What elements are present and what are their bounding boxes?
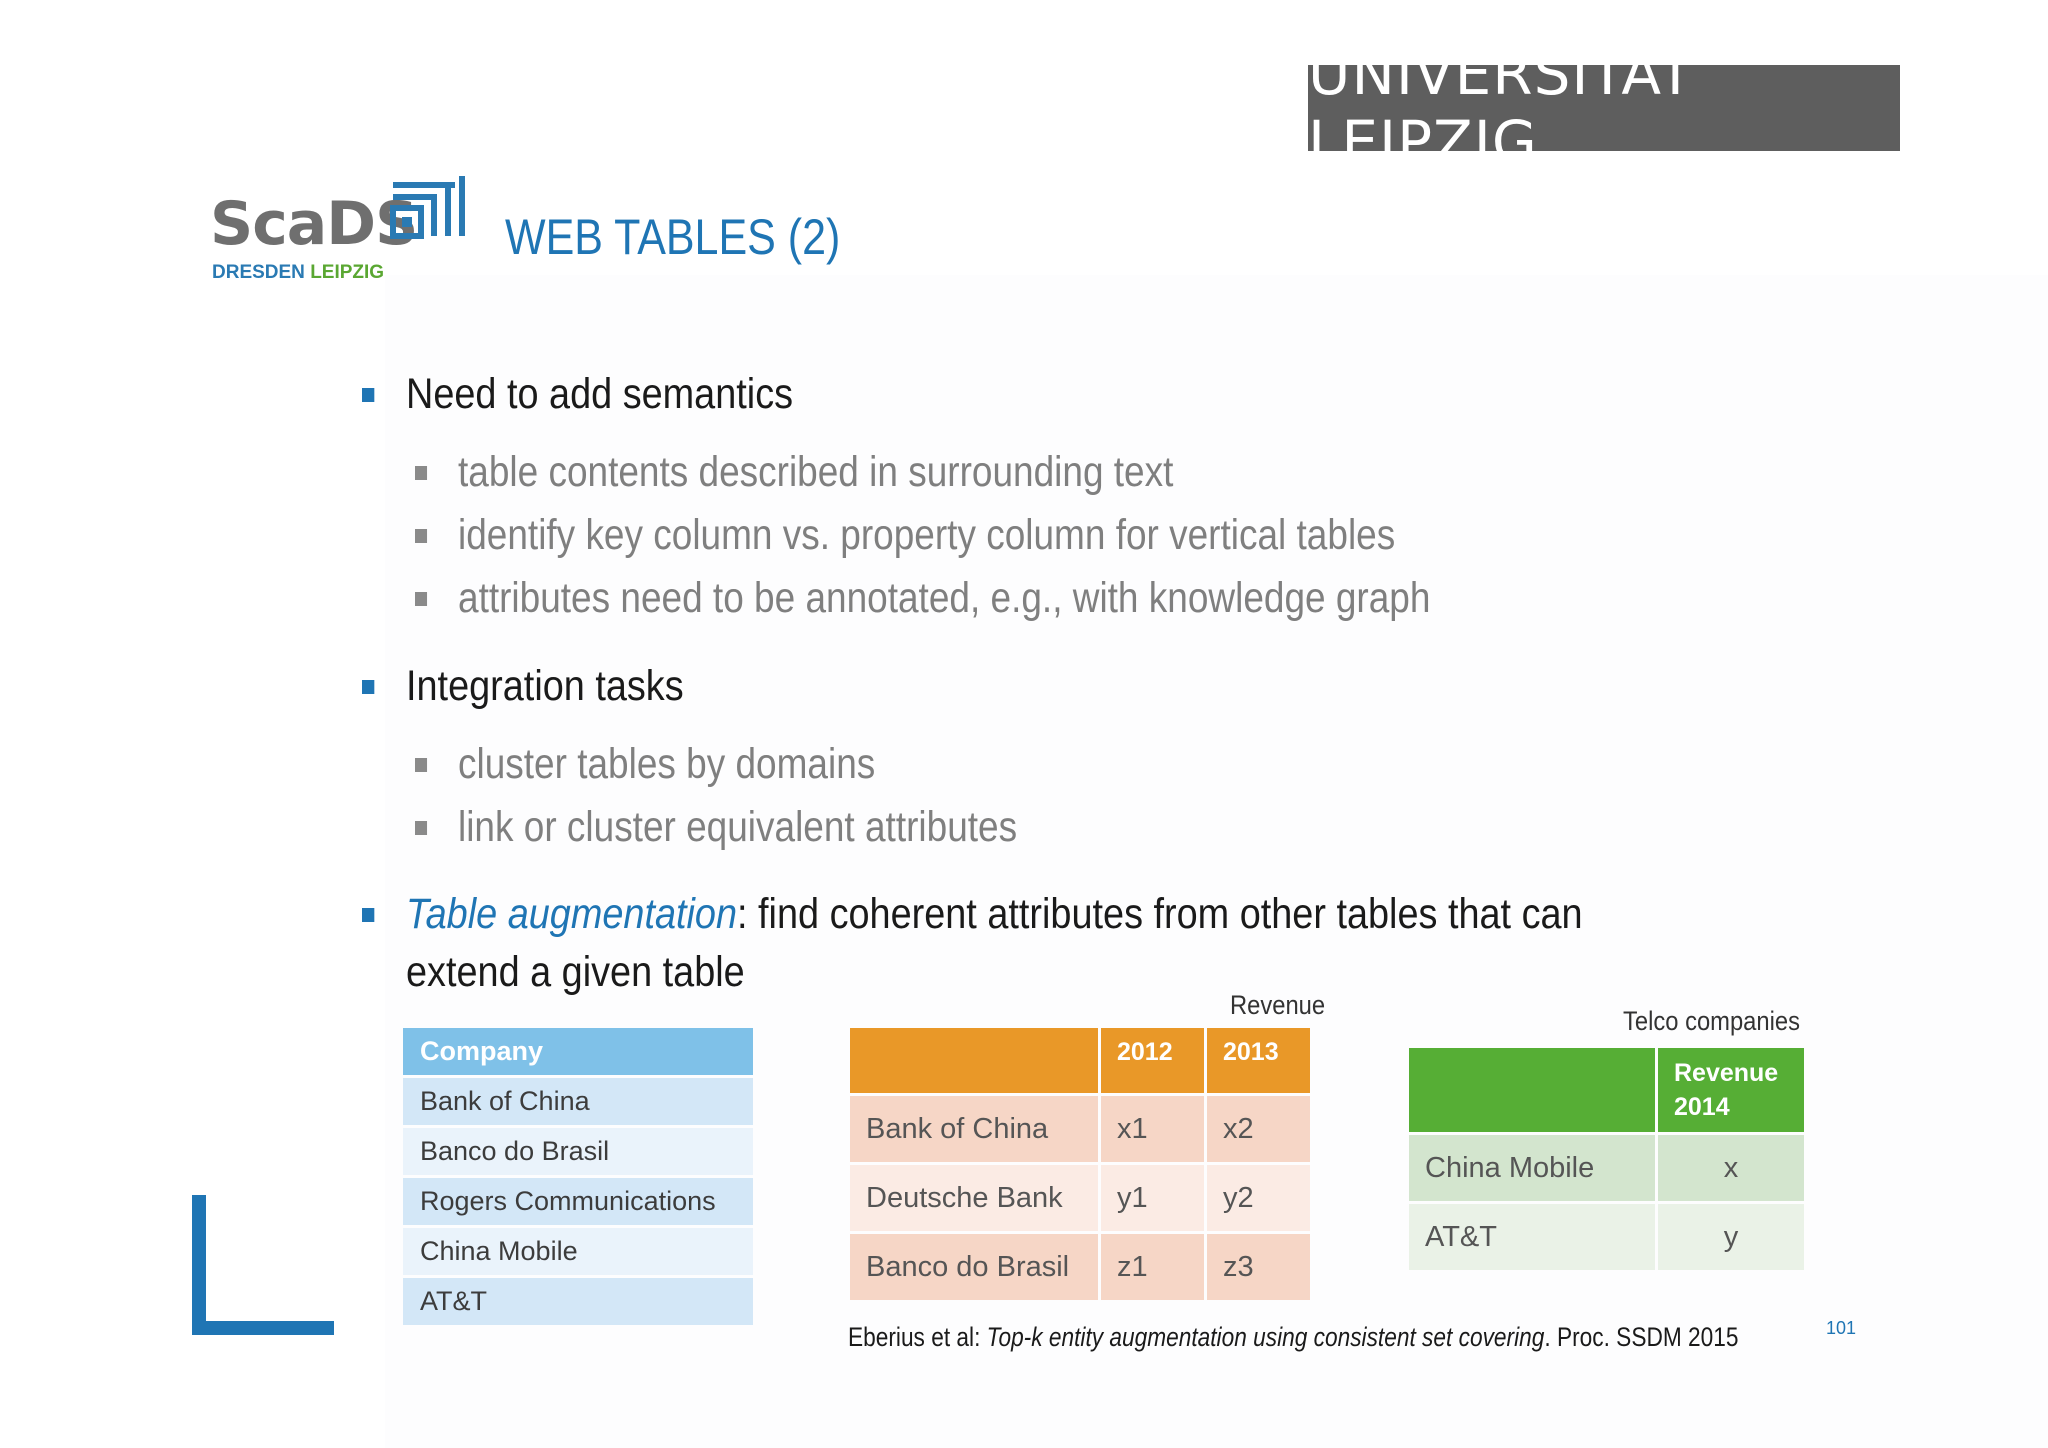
- corner-bracket-horizontal: [192, 1321, 334, 1335]
- table-row: China Mobile x: [1409, 1135, 1804, 1201]
- sub-bullet-text: table contents described in surrounding …: [458, 448, 1174, 496]
- telco-table: Revenue 2014 China Mobile x AT&T y: [1406, 1045, 1807, 1273]
- bullet-text: Table augmentation: find coherent attrib…: [406, 890, 1583, 939]
- table-header-row: Revenue 2014: [1409, 1048, 1804, 1132]
- header-cell: 2012: [1101, 1028, 1204, 1093]
- citation-prefix: Eberius et al:: [848, 1322, 987, 1352]
- bullet-square-icon: [362, 908, 375, 922]
- header-line: 2014: [1674, 1093, 1730, 1121]
- table-cell: x1: [1101, 1096, 1204, 1162]
- table-row: Banco do Brasil z1 z3: [850, 1234, 1310, 1300]
- header-cell: [850, 1028, 1098, 1093]
- university-name: UNIVERSITÄT LEIPZIG: [1308, 40, 1695, 176]
- table-row: Banco do Brasil: [403, 1128, 753, 1175]
- table-cell: Bank of China: [850, 1096, 1098, 1162]
- bullet-square-icon: [362, 388, 375, 402]
- logo-subtitle: DRESDEN LEIPZIG: [212, 262, 384, 284]
- table-cell: y1: [1101, 1165, 1204, 1231]
- table-header-row: 2012 2013: [850, 1028, 1310, 1093]
- table-cell: x2: [1207, 1096, 1310, 1162]
- sub-bullet-square-icon: [415, 466, 428, 480]
- sub-bullet-text: attributes need to be annotated, e.g., w…: [458, 574, 1431, 622]
- telco-caption: Telco companies: [1623, 1006, 1800, 1036]
- revenue-caption: Revenue: [1230, 990, 1326, 1020]
- table-cell: z1: [1101, 1234, 1204, 1300]
- table-row: Bank of China x1 x2: [850, 1096, 1310, 1162]
- sub-bullet-square-icon: [415, 758, 428, 772]
- logo-dresden: DRESDEN: [212, 262, 305, 283]
- citation: Eberius et al: Top-k entity augmentation…: [848, 1322, 1738, 1353]
- logo-leipzig: LEIPZIG: [310, 262, 385, 283]
- sub-bullet-text: cluster tables by domains: [458, 740, 876, 788]
- table-row: Rogers Communications: [403, 1178, 753, 1225]
- citation-suffix: . Proc. SSDM 2015: [1544, 1322, 1739, 1352]
- scads-logo: ScaDS DRESDEN LEIPZIG: [210, 176, 470, 286]
- table-row: AT&T: [403, 1278, 753, 1325]
- logo-bars-icon: [390, 176, 465, 239]
- table-cell: y2: [1207, 1165, 1310, 1231]
- sub-bullet-square-icon: [415, 529, 428, 543]
- table-cell: Deutsche Bank: [850, 1165, 1098, 1231]
- logo-wordmark: ScaDS: [210, 189, 418, 259]
- table-row: Deutsche Bank y1 y2: [850, 1165, 1310, 1231]
- sub-bullet-text: link or cluster equivalent attributes: [458, 803, 1018, 851]
- page-number: 101: [1826, 1318, 1857, 1338]
- company-table: Company Bank of China Banco do Brasil Ro…: [403, 1028, 753, 1328]
- augmentation-desc: : find coherent attributes from other ta…: [737, 890, 1583, 938]
- header-cell: Revenue 2014: [1658, 1048, 1804, 1132]
- table-cell: z3: [1207, 1234, 1310, 1300]
- table-row: China Mobile: [403, 1228, 753, 1275]
- sub-bullet-square-icon: [415, 821, 428, 835]
- bullet-text: Need to add semantics: [406, 370, 794, 418]
- table-cell: Banco do Brasil: [850, 1234, 1098, 1300]
- company-table-header: Company: [403, 1028, 753, 1075]
- university-banner: UNIVERSITÄT LEIPZIG: [1308, 40, 1900, 176]
- table-row: AT&T y: [1409, 1204, 1804, 1270]
- header-cell: 2013: [1207, 1028, 1310, 1093]
- sub-bullet-square-icon: [415, 592, 428, 606]
- header-cell-empty: [1409, 1048, 1655, 1132]
- bullet-text: extend a given table: [406, 948, 745, 996]
- citation-title: Top-k entity augmentation using consiste…: [986, 1322, 1545, 1352]
- augmentation-term: Table augmentation: [406, 890, 738, 938]
- table-cell: China Mobile: [1409, 1135, 1655, 1201]
- bullet-square-icon: [362, 680, 375, 694]
- table-row: Bank of China: [403, 1078, 753, 1125]
- bullet-text: Integration tasks: [406, 662, 684, 710]
- table-cell: y: [1658, 1204, 1804, 1270]
- revenue-table: 2012 2013 Bank of China x1 x2 Deutsche B…: [847, 1025, 1313, 1303]
- slide-title: WEB TABLES (2): [505, 209, 841, 265]
- table-cell: AT&T: [1409, 1204, 1655, 1270]
- sub-bullet-text: identify key column vs. property column …: [458, 511, 1396, 559]
- table-cell: x: [1658, 1135, 1804, 1201]
- corner-bracket-vertical: [192, 1195, 206, 1335]
- header-line: Revenue: [1674, 1059, 1779, 1087]
